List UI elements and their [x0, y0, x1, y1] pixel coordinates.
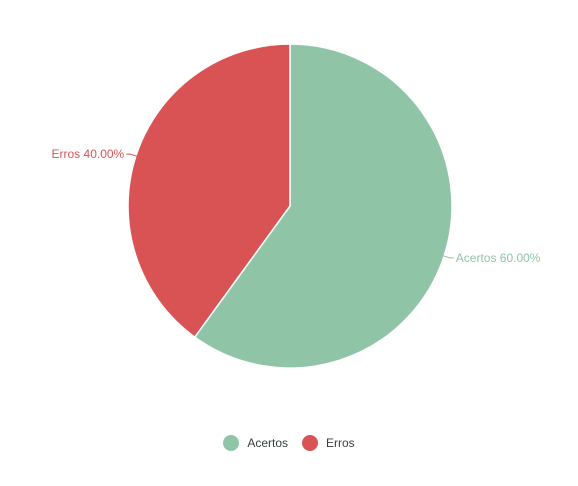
- legend-item-acertos[interactable]: Acertos: [223, 435, 288, 451]
- pie-slices: [128, 44, 452, 368]
- data-label-acertos: Acertos 60.00%: [456, 251, 541, 265]
- chart-legend: Acertos Erros: [0, 432, 578, 454]
- legend-marker-erros: [302, 435, 318, 451]
- legend-item-erros[interactable]: Erros: [302, 435, 355, 451]
- legend-label-acertos: Acertos: [247, 436, 288, 450]
- legend-marker-acertos: [223, 435, 239, 451]
- legend-label-erros: Erros: [326, 436, 355, 450]
- data-label-erros: Erros 40.00%: [52, 147, 125, 161]
